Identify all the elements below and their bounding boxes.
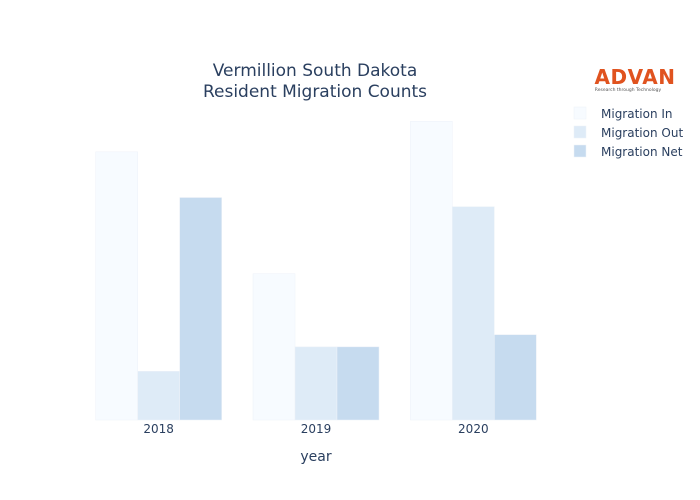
x-tick-label-2018: 2018 — [143, 422, 174, 436]
legend-label: Migration Out — [601, 126, 683, 140]
legend-label: Migration Net — [601, 145, 683, 159]
legend-item-migration-net[interactable]: Migration Net — [573, 144, 683, 159]
legend[interactable]: Migration In Migration Out Migration Net — [573, 106, 683, 159]
chart-title-line-1: Vermillion South Dakota — [213, 61, 418, 81]
logo-wordmark: ADVAN — [595, 65, 676, 89]
legend-swatch — [573, 106, 587, 120]
bar-migration-out-2019[interactable] — [294, 346, 338, 421]
bar-migration-out-2018[interactable] — [137, 370, 180, 421]
bar-migration-net-2020[interactable] — [494, 334, 537, 421]
bar-migration-net-2018[interactable] — [179, 197, 222, 421]
x-axis-ticks: 2018 2019 2020 — [143, 422, 488, 436]
x-tick-label-2019: 2019 — [301, 422, 332, 436]
legend-swatch — [573, 125, 587, 139]
chart-title-line-2: Resident Migration Counts — [203, 82, 427, 102]
bar-migration-in-2019[interactable] — [252, 273, 296, 421]
legend-label: Migration In — [601, 107, 673, 121]
plot-area — [95, 121, 537, 421]
legend-swatch — [573, 144, 587, 158]
x-axis-title: year — [300, 449, 331, 465]
advan-logo: ADVAN Research through Technology — [595, 65, 676, 93]
legend-item-migration-in[interactable]: Migration In — [573, 106, 673, 121]
chart-title: Vermillion South Dakota Resident Migrati… — [203, 61, 427, 102]
legend-item-migration-out[interactable]: Migration Out — [573, 125, 683, 140]
bar-migration-in-2018[interactable] — [95, 151, 138, 421]
x-tick-label-2020: 2020 — [458, 422, 489, 436]
bar-migration-net-2019[interactable] — [336, 346, 380, 421]
logo-tagline: Research through Technology — [595, 87, 662, 93]
bar-migration-out-2020[interactable] — [452, 206, 495, 421]
bar-migration-in-2020[interactable] — [410, 121, 453, 421]
